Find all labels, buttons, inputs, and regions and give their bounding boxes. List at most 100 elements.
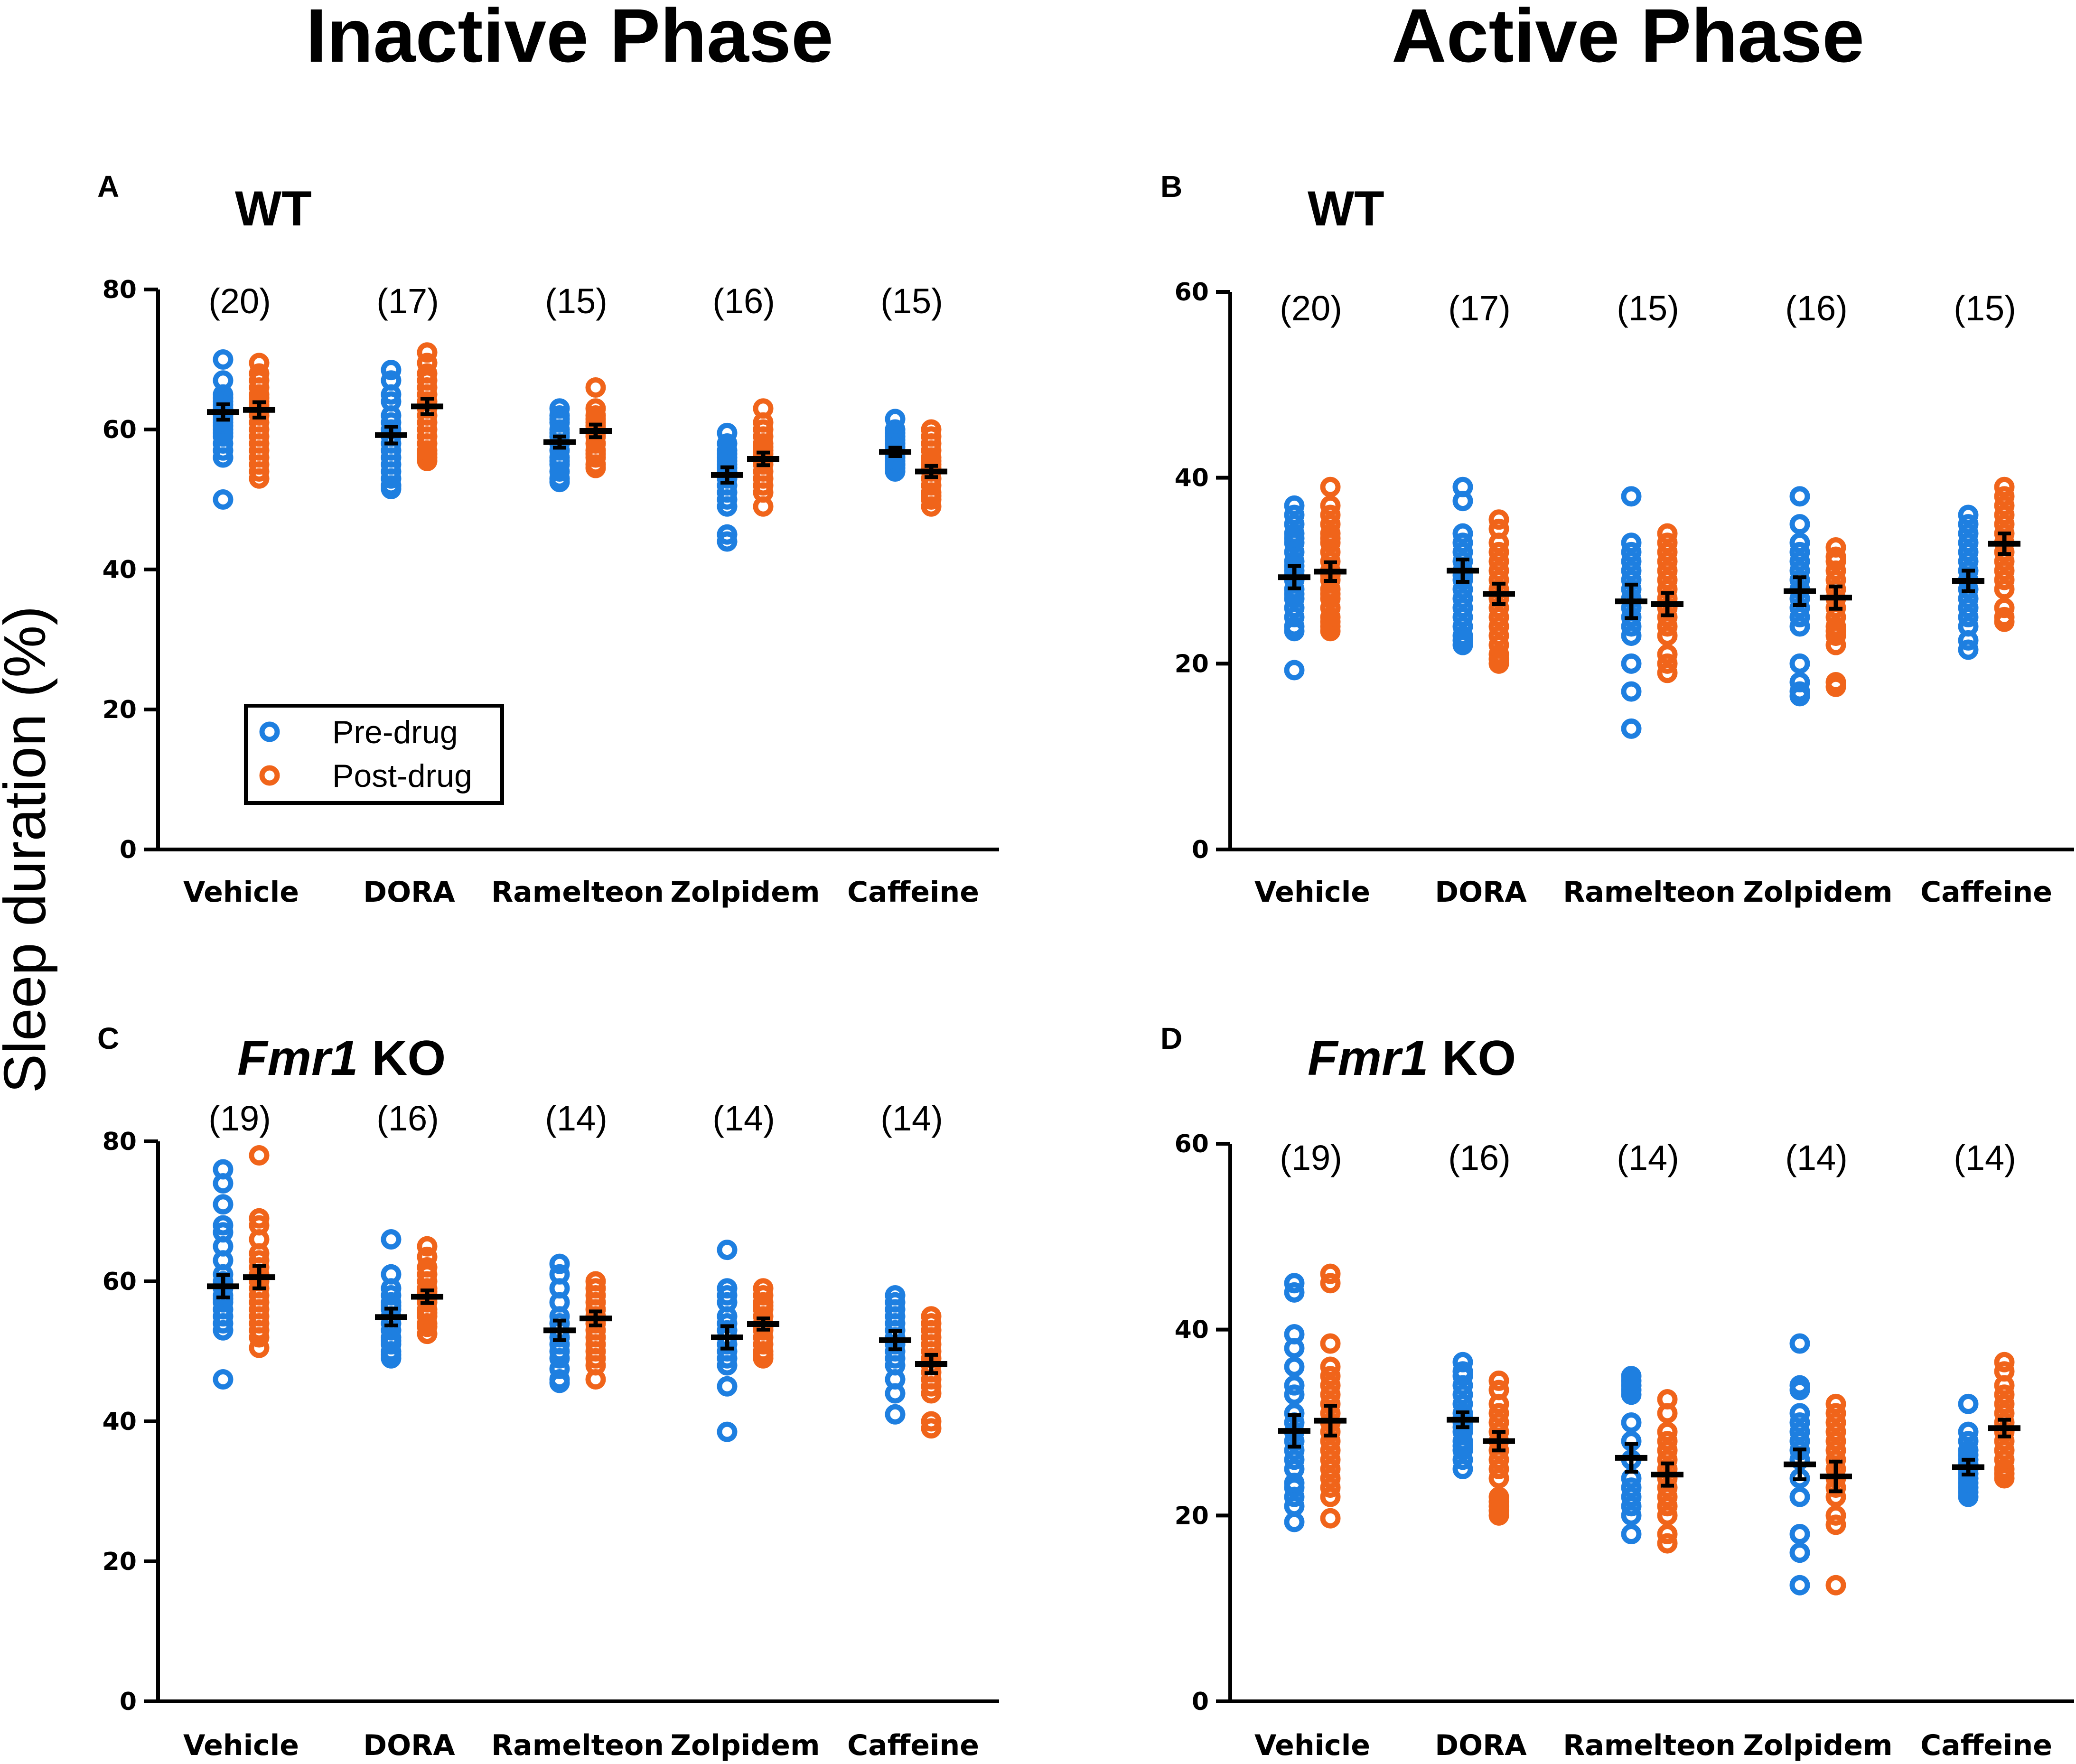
y-tick-label: 0 bbox=[1192, 836, 1209, 864]
post-drug-point bbox=[1488, 509, 1509, 530]
post-drug-point bbox=[1657, 653, 1678, 674]
genotype-title: Fmr1 KO bbox=[1308, 1031, 1516, 1086]
pre-drug-point bbox=[213, 1194, 234, 1215]
post-drug-group bbox=[1820, 537, 1852, 697]
post-drug-point bbox=[1657, 663, 1678, 683]
post-drug-group bbox=[1651, 523, 1683, 683]
post-drug-point bbox=[921, 1376, 942, 1397]
x-category-label: Ramelteon bbox=[1563, 876, 1736, 909]
post-drug-point bbox=[1994, 560, 2015, 581]
post-drug-point bbox=[1488, 653, 1509, 674]
post-drug-point bbox=[921, 496, 942, 517]
post-drug-point bbox=[1488, 532, 1509, 553]
post-drug-point bbox=[1825, 560, 1846, 581]
y-tick-label: 60 bbox=[1175, 1130, 1209, 1158]
n-label: (19) bbox=[208, 1099, 271, 1138]
pre-drug-point bbox=[1958, 1486, 1979, 1507]
post-drug-point bbox=[1994, 476, 2015, 497]
post-drug-point bbox=[1657, 560, 1678, 581]
post-drug-group bbox=[1820, 1393, 1852, 1596]
n-label: (14) bbox=[545, 1099, 608, 1138]
pre-drug-group bbox=[1615, 1366, 1647, 1544]
post-drug-group bbox=[411, 342, 443, 471]
post-drug-point bbox=[1825, 1431, 1846, 1452]
pre-drug-point bbox=[1789, 1412, 1810, 1433]
pre-drug-point bbox=[1621, 1477, 1642, 1498]
post-drug-point bbox=[1657, 1440, 1678, 1461]
pre-drug-point bbox=[1621, 681, 1642, 702]
post-drug-point bbox=[1320, 476, 1341, 497]
post-drug-point bbox=[1657, 532, 1678, 553]
n-label: (14) bbox=[1954, 1138, 2016, 1177]
n-label: (17) bbox=[376, 281, 439, 321]
post-drug-point bbox=[1994, 504, 2015, 525]
pre-drug-point bbox=[1789, 1524, 1810, 1544]
pre-drug-point bbox=[1621, 1412, 1642, 1433]
y-tick-label: 20 bbox=[1175, 650, 1209, 678]
pre-drug-group bbox=[375, 360, 407, 499]
pre-drug-point bbox=[717, 489, 738, 510]
pre-drug-group bbox=[879, 1285, 911, 1425]
pre-drug-point bbox=[1621, 653, 1642, 674]
post-drug-point bbox=[1825, 1412, 1846, 1433]
n-label: (16) bbox=[1448, 1138, 1511, 1177]
pre-drug-point bbox=[1789, 1380, 1810, 1400]
post-drug-point bbox=[1488, 1403, 1509, 1424]
post-drug-point bbox=[1994, 1440, 2015, 1461]
pre-drug-point bbox=[1284, 1356, 1305, 1377]
pre-drug-point bbox=[885, 461, 906, 482]
post-drug-point bbox=[249, 1208, 270, 1229]
post-drug-point bbox=[1994, 569, 2015, 590]
pre-drug-point bbox=[1452, 1366, 1473, 1387]
pre-drug-point bbox=[1621, 1384, 1642, 1405]
post-drug-group bbox=[747, 1278, 779, 1369]
pre-drug-group bbox=[711, 422, 743, 552]
n-label: (14) bbox=[880, 1099, 943, 1138]
pre-drug-point bbox=[885, 1383, 906, 1404]
post-drug-point bbox=[1320, 1384, 1341, 1405]
post-drug-point bbox=[1825, 1575, 1846, 1596]
pre-drug-point bbox=[1284, 1338, 1305, 1359]
pre-drug-group bbox=[1447, 476, 1479, 655]
pre-drug-point bbox=[1284, 1384, 1305, 1405]
pre-drug-point bbox=[1621, 541, 1642, 562]
y-tick-label: 60 bbox=[103, 1268, 137, 1296]
x-category-label: Caffeine bbox=[1920, 876, 2052, 909]
post-drug-group bbox=[1988, 1352, 2020, 1489]
post-drug-point bbox=[1825, 551, 1846, 572]
post-drug-point bbox=[921, 1418, 942, 1439]
n-label: (16) bbox=[1785, 289, 1848, 328]
post-drug-point bbox=[1994, 611, 2015, 632]
genotype-name: WT bbox=[1308, 181, 1384, 236]
post-drug-point bbox=[1488, 625, 1509, 646]
post-drug-point bbox=[417, 1236, 438, 1257]
post-drug-group bbox=[580, 1271, 612, 1390]
y-tick-label: 40 bbox=[1175, 464, 1209, 493]
pre-drug-point bbox=[549, 461, 570, 482]
post-drug-point bbox=[1994, 1375, 2015, 1396]
pre-drug-point bbox=[213, 1320, 234, 1341]
pre-drug-point bbox=[1452, 588, 1473, 609]
n-label: (14) bbox=[712, 1099, 775, 1138]
n-label: (15) bbox=[1617, 289, 1679, 328]
pre-drug-point bbox=[1284, 504, 1305, 525]
y-tick-label: 60 bbox=[103, 416, 137, 444]
pre-drug-point bbox=[1789, 607, 1810, 627]
y-tick-label: 40 bbox=[103, 1408, 137, 1436]
pre-drug-group bbox=[1278, 495, 1310, 681]
n-label: (15) bbox=[545, 281, 608, 321]
n-label: (14) bbox=[1785, 1138, 1848, 1177]
post-drug-point bbox=[585, 447, 606, 468]
post-drug-point bbox=[1320, 1375, 1341, 1396]
y-tick-label: 20 bbox=[1175, 1502, 1209, 1530]
panel-b: B WT 0 20 40 60 Vehicle (20) DORA (17) Ramelteon (1… bbox=[1160, 169, 2074, 909]
pre-drug-point bbox=[1452, 1384, 1473, 1405]
post-drug-point bbox=[1320, 1508, 1341, 1529]
legend-box bbox=[244, 704, 504, 805]
post-drug-point bbox=[1320, 621, 1341, 642]
pre-drug-point bbox=[1958, 532, 1979, 553]
panel-letter: C bbox=[97, 1021, 119, 1055]
pre-drug-point bbox=[1789, 1575, 1810, 1596]
post-drug-point bbox=[1320, 1477, 1341, 1498]
pre-drug-group bbox=[1952, 504, 1984, 660]
